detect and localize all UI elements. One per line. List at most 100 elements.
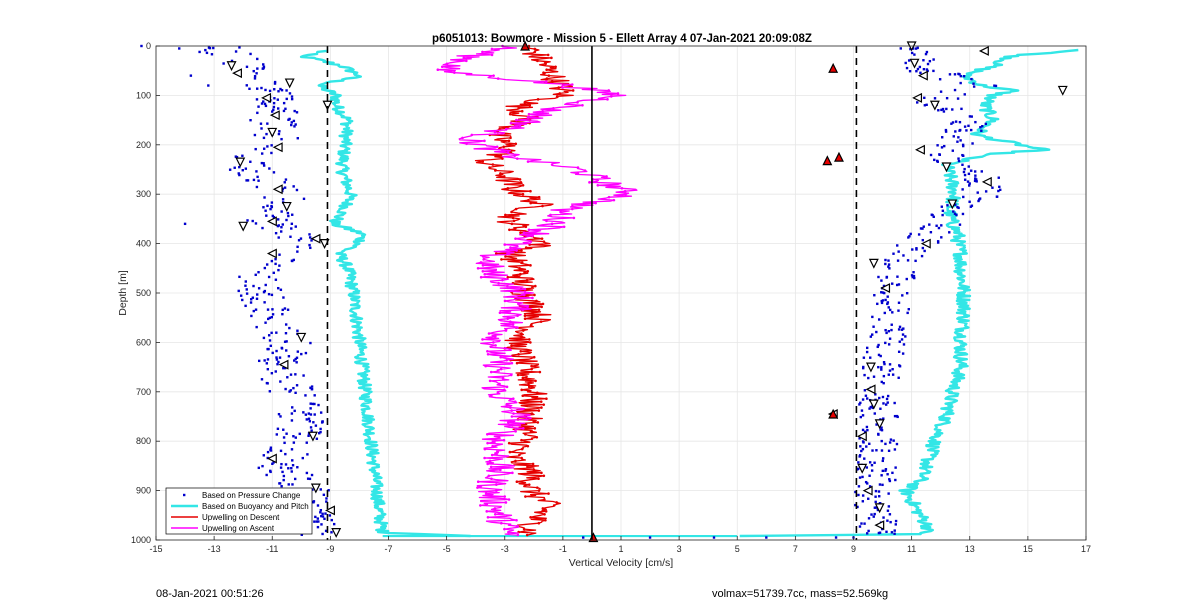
pressure-point — [251, 296, 255, 299]
pressure-point — [282, 428, 285, 431]
pressure-point — [861, 500, 865, 503]
descent-point — [516, 373, 520, 377]
triangle-marker — [874, 503, 885, 514]
descent-point — [537, 308, 541, 312]
descent-point — [540, 305, 543, 309]
pressure-point — [246, 179, 250, 182]
ascent-point — [620, 186, 624, 190]
pressure-point — [267, 317, 270, 321]
pressure-point — [291, 459, 294, 462]
pressure-point — [891, 367, 894, 371]
pressure-point — [958, 129, 961, 132]
descent-point — [541, 507, 545, 510]
pressure-point — [872, 375, 876, 378]
legend-label: Based on Buoyancy and Pitch — [202, 502, 309, 511]
pressure-point — [877, 318, 881, 321]
pressure-point — [959, 74, 963, 78]
pressure-point — [269, 449, 273, 452]
pressure-point — [860, 522, 863, 525]
pressure-point — [906, 259, 910, 262]
y-tick-label: 100 — [136, 90, 151, 100]
pressure-point — [860, 449, 863, 453]
ascent-point — [499, 367, 503, 371]
triangle-marker — [915, 144, 925, 155]
pressure-point — [936, 159, 939, 163]
ascent-point — [523, 290, 527, 294]
pressure-point — [975, 180, 978, 183]
pressure-point — [961, 212, 965, 216]
pressure-point — [915, 69, 918, 73]
descent-point — [521, 329, 525, 332]
descent-point — [529, 264, 532, 267]
pressure-point — [873, 412, 876, 415]
pressure-point — [876, 508, 880, 512]
ascent-point — [570, 207, 574, 211]
descent-point — [527, 483, 531, 486]
pressure-point — [892, 439, 895, 442]
pressure-point — [973, 170, 977, 173]
pressure-point — [909, 47, 912, 51]
pressure-point — [962, 74, 966, 78]
ascent-point — [493, 130, 497, 134]
pressure-point — [310, 239, 313, 242]
pressure-point — [317, 520, 320, 523]
pressure-point — [920, 254, 924, 258]
triangle-marker — [909, 58, 920, 69]
pressure-point — [233, 166, 236, 169]
pressure-point — [286, 211, 290, 215]
ascent-point — [497, 281, 500, 285]
x-tick-label: -1 — [559, 544, 567, 554]
ascent-point — [495, 483, 498, 486]
descent-point — [547, 492, 550, 495]
ascent-point — [525, 418, 528, 421]
pressure-point — [270, 315, 274, 319]
descent-point — [533, 50, 537, 54]
pressure-point — [290, 467, 293, 470]
pressure-point — [870, 513, 873, 516]
pressure-point — [865, 346, 869, 350]
legend-label: Upwelling on Descent — [202, 513, 280, 522]
pressure-point — [860, 409, 864, 412]
y-tick-label: 700 — [136, 387, 151, 397]
pressure-point — [262, 63, 265, 66]
pressure-point — [327, 489, 330, 492]
pressure-point — [271, 462, 274, 466]
pressure-point — [283, 307, 287, 310]
ascent-point — [612, 198, 616, 202]
pressure-point — [940, 205, 944, 208]
descent-point — [525, 533, 529, 537]
pressure-point — [968, 115, 972, 118]
descent-point — [550, 56, 553, 60]
descent-point — [506, 186, 510, 190]
pressure-point — [914, 47, 918, 50]
pressure-point — [265, 132, 268, 136]
pressure-point — [862, 356, 866, 359]
ascent-point — [516, 157, 519, 160]
descent-point — [547, 74, 551, 77]
pressure-point — [936, 240, 940, 243]
pressure-point — [882, 284, 886, 288]
x-tick-label: 17 — [1081, 544, 1091, 554]
ascent-point — [515, 118, 518, 122]
triangle-marker — [981, 176, 992, 187]
pressure-point — [887, 263, 891, 266]
descent-point — [514, 207, 518, 211]
ascent-point — [483, 139, 486, 143]
pressure-point — [276, 218, 280, 221]
y-tick-label: 400 — [136, 239, 151, 249]
ascent-point — [498, 382, 501, 386]
pressure-point — [305, 471, 309, 475]
pressure-point — [861, 398, 865, 401]
pressure-point — [256, 293, 259, 296]
pressure-point — [888, 337, 892, 340]
triangle-marker — [226, 61, 237, 72]
pressure-point — [297, 239, 301, 242]
descent-point — [524, 495, 527, 498]
pressure-point — [897, 309, 900, 312]
x-tick-label: -11 — [266, 544, 278, 554]
pressure-point — [877, 432, 880, 436]
triangle-marker — [865, 362, 876, 373]
ascent-point — [507, 498, 511, 501]
pressure-point — [932, 69, 935, 73]
descent-point — [529, 201, 532, 205]
